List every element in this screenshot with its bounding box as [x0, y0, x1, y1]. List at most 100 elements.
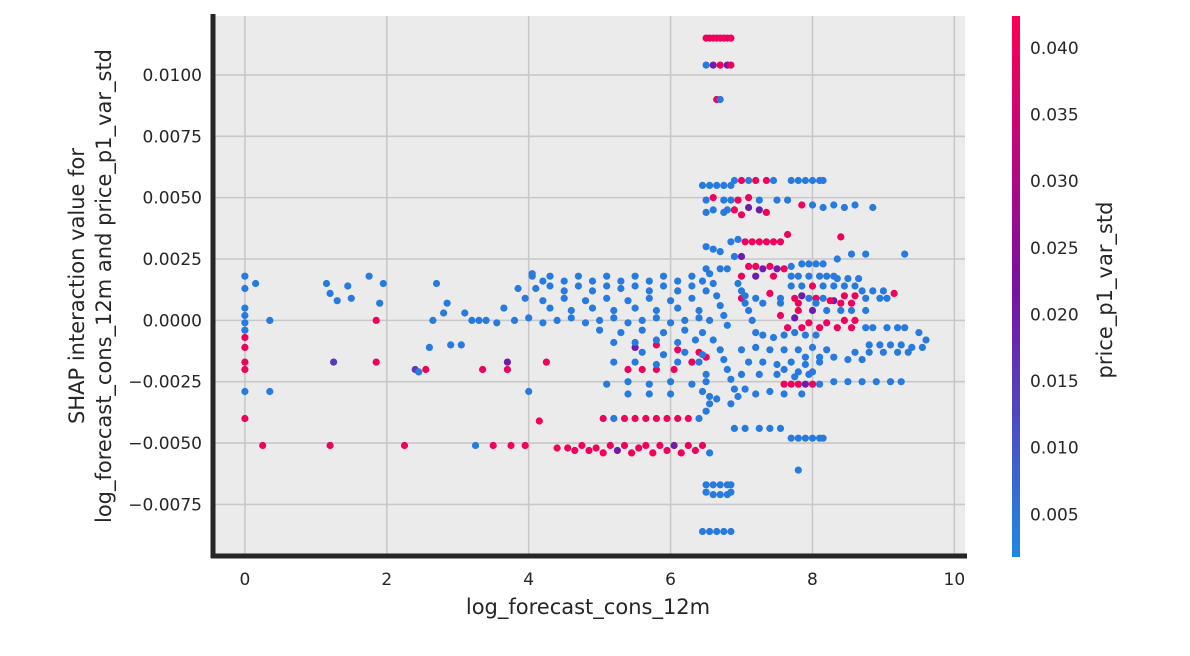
- scatter-point: [365, 272, 373, 280]
- scatter-point: [706, 449, 714, 457]
- scatter-point: [645, 277, 653, 285]
- scatter-point: [901, 250, 909, 258]
- scatter-point: [468, 316, 476, 324]
- scatter-point: [702, 243, 710, 251]
- scatter-point: [574, 272, 583, 280]
- axis-spines: [210, 14, 967, 559]
- scatter-point: [567, 306, 575, 315]
- scatter-point: [716, 346, 724, 354]
- scatter-point: [894, 324, 902, 332]
- scatter-point: [617, 284, 625, 293]
- scatter-point: [649, 449, 657, 457]
- scatter-point: [851, 348, 859, 356]
- scatter-point: [652, 306, 661, 315]
- scatter-point: [897, 378, 905, 386]
- scatter-point: [631, 304, 639, 312]
- scatter-point: [379, 279, 387, 288]
- scatter-point: [709, 336, 717, 344]
- scatter-point: [645, 380, 653, 388]
- scatter-point: [702, 287, 710, 295]
- scatter-point: [798, 292, 806, 300]
- scatter-point: [596, 326, 604, 334]
- scatter-point: [713, 181, 721, 189]
- scatter-point: [241, 358, 249, 366]
- scatter-point: [638, 348, 646, 356]
- scatter-point: [734, 196, 742, 204]
- scatter-point: [521, 294, 529, 302]
- scatter-point: [688, 282, 696, 290]
- scatter-point: [837, 233, 845, 241]
- scatter-point: [603, 380, 611, 388]
- scatter-point: [784, 196, 792, 204]
- scatter-point: [596, 316, 604, 324]
- colorbar-tick-labels: 0.005 0.010 0.015 0.020 0.025 0.030 0.035 0.040: [1030, 39, 1079, 525]
- scatter-point: [830, 282, 838, 290]
- scatter-point: [780, 346, 788, 354]
- scatter-point: [805, 319, 813, 327]
- scatter-point: [730, 424, 739, 432]
- scatter-point: [837, 306, 845, 315]
- scatter-point: [585, 446, 593, 455]
- scatter-point: [741, 292, 749, 300]
- scatter-point: [702, 488, 710, 496]
- scatter-point: [610, 306, 618, 315]
- scatter-point: [745, 176, 753, 185]
- scatter-point: [805, 294, 813, 302]
- scatter-point: [759, 299, 767, 307]
- scatter-point: [858, 378, 866, 386]
- scatter-point: [773, 265, 781, 273]
- scatter-point: [759, 331, 767, 339]
- colorbar-tick-label: 0.005: [1030, 505, 1079, 525]
- scatter-point: [851, 316, 859, 324]
- scatter-point: [659, 329, 668, 337]
- scatter-point: [720, 356, 728, 364]
- scatter-point: [344, 282, 352, 290]
- scatter-point: [894, 348, 902, 356]
- scatter-point: [659, 351, 668, 359]
- scatter-point: [674, 338, 682, 347]
- scatter-point: [624, 365, 632, 374]
- y-tick-label: 0.0025: [143, 250, 202, 270]
- scatter-point: [741, 385, 749, 393]
- scatter-point: [801, 176, 810, 185]
- scatter-point: [727, 61, 735, 69]
- scatter-point: [252, 279, 260, 288]
- scatter-point: [727, 488, 735, 496]
- y-tick-label: −0.0050: [128, 434, 202, 454]
- scatter-point: [588, 287, 597, 295]
- scatter-point: [737, 252, 746, 261]
- scatter-point: [855, 275, 863, 283]
- scatter-point: [776, 424, 785, 432]
- scatter-point: [826, 297, 834, 305]
- scatter-point: [745, 358, 753, 366]
- x-tick-label: 8: [807, 570, 818, 590]
- scatter-point: [716, 248, 724, 256]
- scatter-point: [698, 277, 707, 285]
- scatter-point: [521, 441, 529, 450]
- scatter-point: [624, 378, 632, 386]
- scatter-point: [553, 316, 561, 324]
- scatter-point: [840, 316, 849, 324]
- scatter-point: [642, 414, 650, 423]
- scatter-point: [535, 417, 543, 425]
- x-tick-label: 4: [523, 570, 534, 590]
- scatter-point: [720, 181, 728, 189]
- scatter-point: [844, 378, 852, 386]
- plot-area-background: [213, 16, 965, 556]
- scatter-point: [631, 414, 639, 423]
- scatter-point: [773, 196, 781, 204]
- scatter-point: [819, 176, 827, 185]
- scatter-point: [808, 380, 817, 388]
- scatter-point: [546, 304, 554, 312]
- scatter-point: [376, 299, 384, 307]
- scatter-point: [869, 203, 877, 212]
- scatter-point: [667, 378, 675, 386]
- scatter-point: [784, 324, 792, 332]
- scatter-point: [553, 444, 561, 452]
- scatter-point: [723, 321, 731, 329]
- scatter-point: [525, 314, 533, 322]
- scatter-point: [706, 400, 714, 408]
- scatter-point: [759, 358, 767, 366]
- scatter-point: [851, 201, 859, 209]
- scatter-point: [791, 314, 799, 322]
